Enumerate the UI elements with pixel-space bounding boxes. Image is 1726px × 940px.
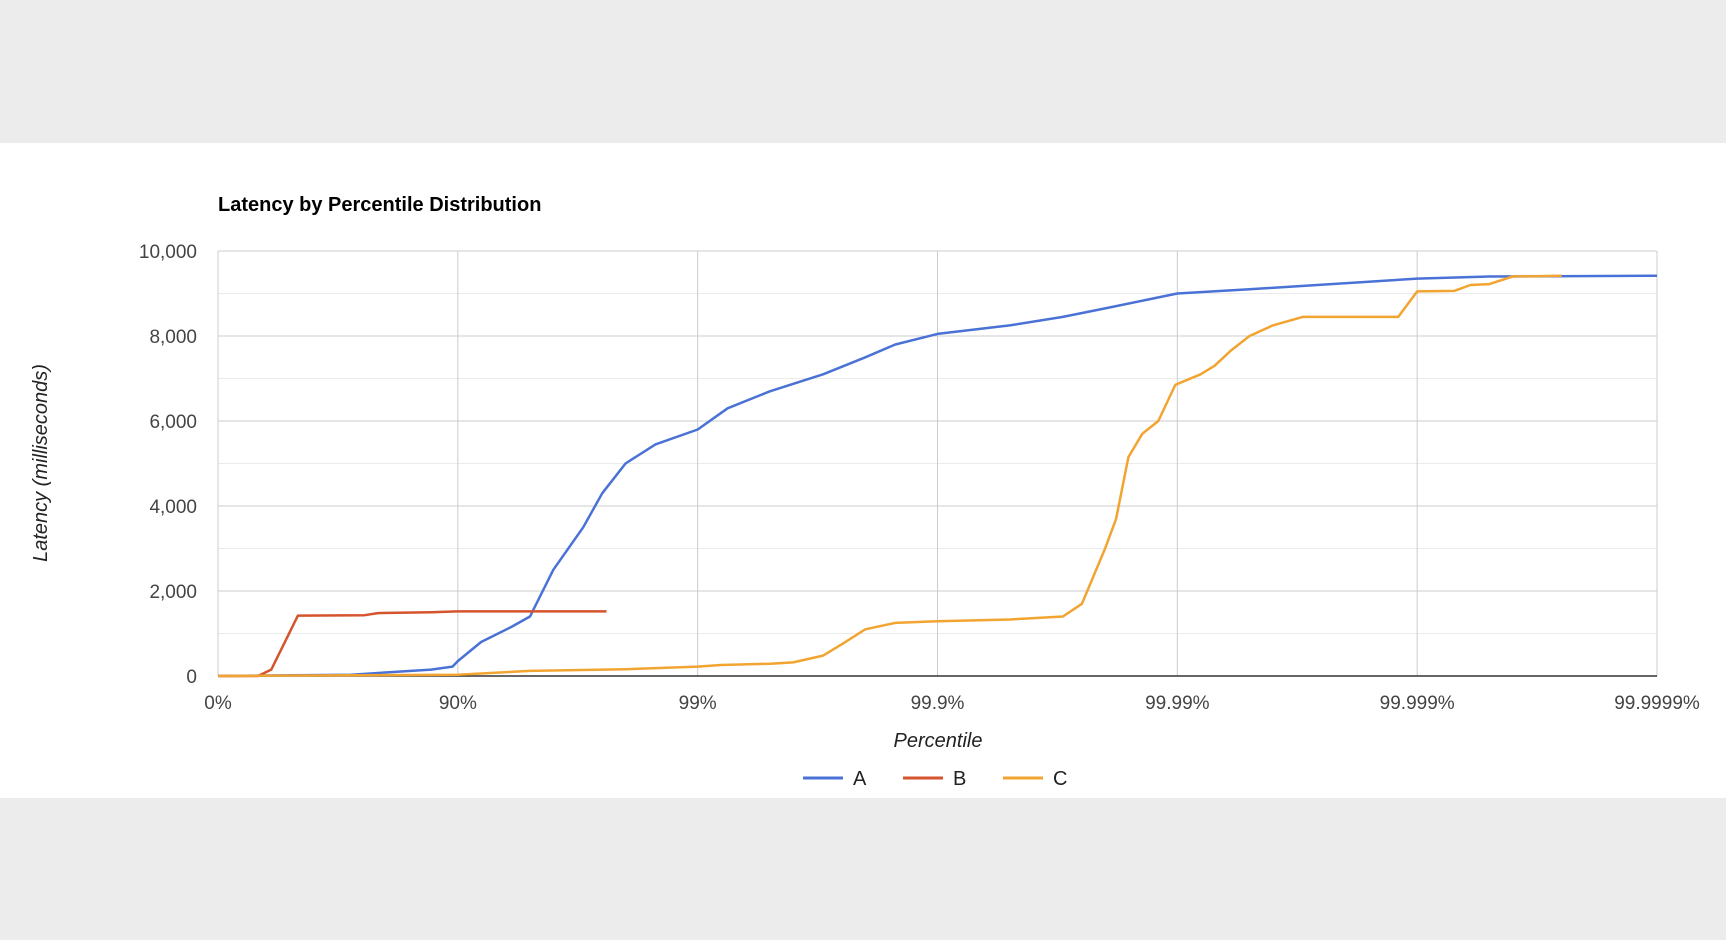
y-tick-label: 0: [186, 667, 197, 688]
x-tick-label: 99%: [679, 693, 717, 714]
series-lines: [217, 274, 1658, 678]
series-line-c: [217, 274, 1562, 678]
x-tick-label: 90%: [439, 693, 477, 714]
y-tick-label: 4,000: [149, 497, 197, 518]
chart-title: Latency by Percentile Distribution: [218, 194, 541, 216]
chart-card: Latency by Percentile Distribution 0 2,00…: [0, 143, 1726, 798]
x-tick-label: 99.999%: [1380, 693, 1455, 714]
latency-chart: Latency by Percentile Distribution 0 2,00…: [30, 194, 1700, 790]
x-tick-label: 0%: [204, 693, 232, 714]
y-axis-title: Latency (milliseconds): [30, 364, 52, 562]
gridlines: [217, 250, 1658, 677]
x-axis-ticks: 0% 90% 99% 99.9% 99.99% 99.999% 99.9999%: [204, 693, 1700, 714]
x-tick-label: 99.9999%: [1614, 693, 1700, 714]
legend-label-c: C: [1053, 768, 1067, 790]
series-line-b: [218, 610, 607, 678]
x-axis-title: Percentile: [894, 730, 983, 752]
x-tick-label: 99.9%: [911, 693, 965, 714]
y-tick-label: 8,000: [149, 327, 197, 348]
legend-label-a: A: [853, 768, 867, 790]
series-line-a: [217, 274, 1658, 678]
chart-legend: A B C: [803, 768, 1067, 790]
y-tick-label: 10,000: [139, 242, 197, 263]
y-tick-label: 6,000: [149, 412, 197, 433]
x-tick-label: 99.99%: [1145, 693, 1210, 714]
legend-label-b: B: [953, 768, 966, 790]
y-tick-label: 2,000: [149, 582, 197, 603]
y-axis-ticks: 0 2,000 4,000 6,000 8,000 10,000: [139, 242, 197, 688]
